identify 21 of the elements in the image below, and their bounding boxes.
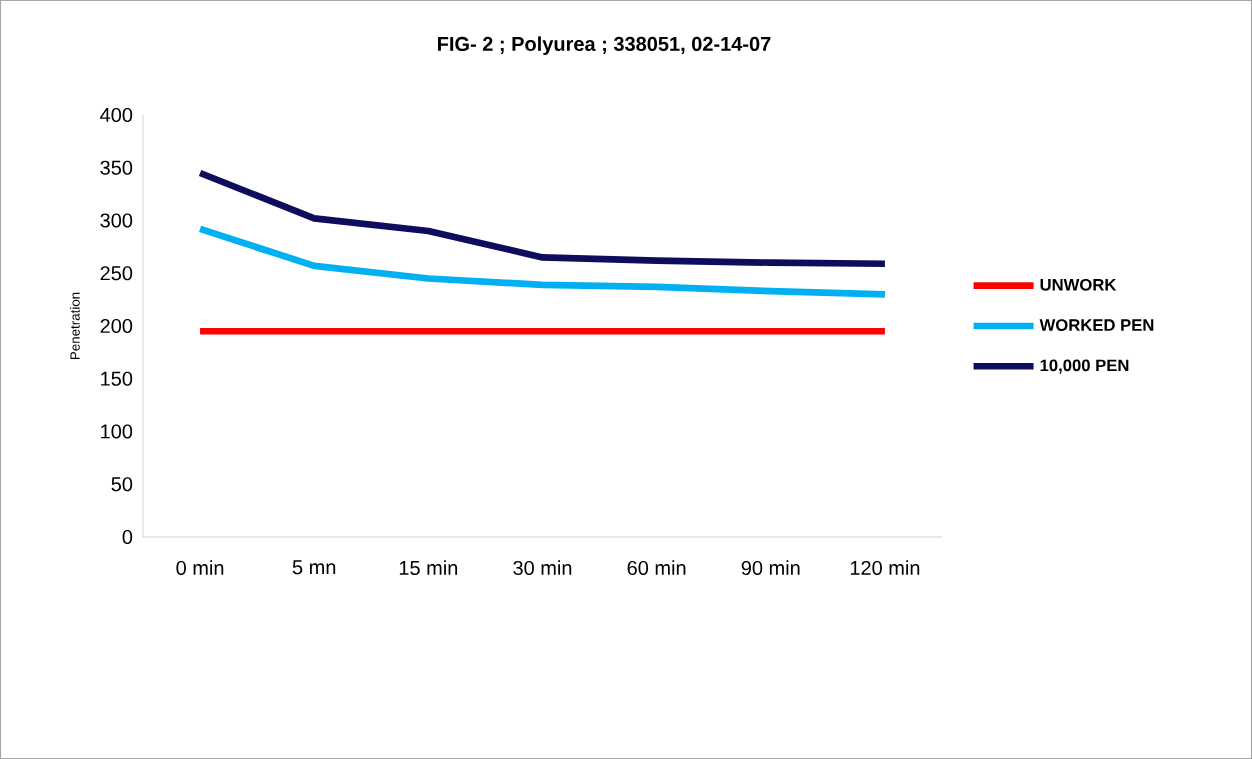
x-tick-label: 30 min [513,560,572,576]
y-axis-title: Penetration [69,292,80,359]
x-tick-label: 0 min [176,560,224,576]
y-tick-label: 150 [101,371,133,386]
y-tick-label: 0 [122,529,133,545]
x-tick-label: 90 min [741,560,800,576]
chart-title: FIG- 2 ; Polyurea ; 338051, 02-14-07 [438,36,771,55]
y-tick-label: 400 [100,107,133,123]
x-tick-label: 15 min [399,560,458,576]
x-tick-label: 120 min [850,560,920,576]
y-tick-label: 100 [101,424,133,439]
y-tick-label: 250 [100,266,133,281]
y-tick-label: 200 [100,318,133,334]
x-tick-label: 5 mn [292,560,336,575]
y-tick-label: 350 [100,160,133,175]
x-tick-label: 60 min [627,560,686,576]
legend-label: UNWORK [1040,278,1117,291]
y-tick-label: 50 [111,477,133,492]
legend-label: WORKED PEN [1039,319,1154,331]
y-tick-label: 300 [100,213,133,228]
legend-label: 10,000 PEN [1040,359,1129,374]
